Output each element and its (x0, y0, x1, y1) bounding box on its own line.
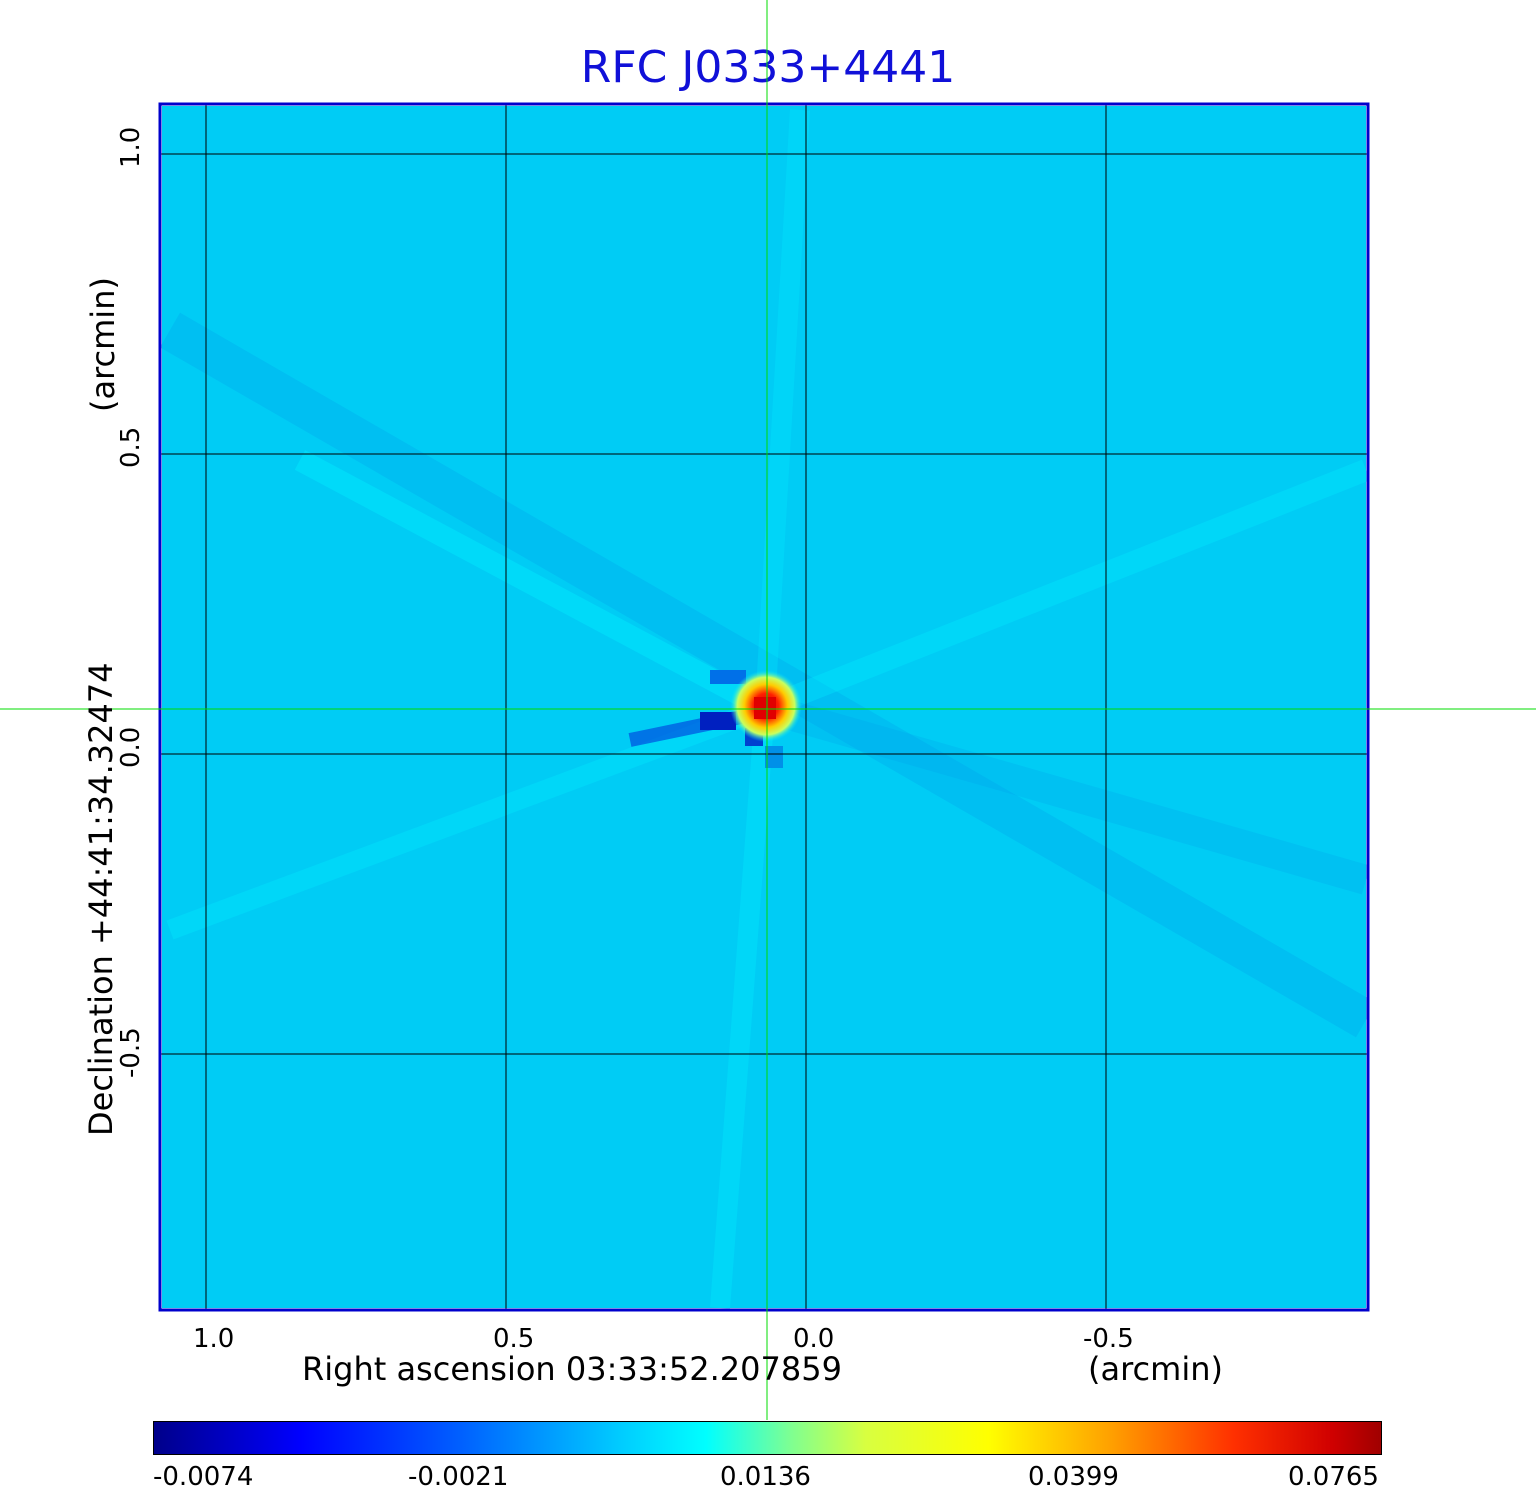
colorbar-tick: -0.0074 (153, 1462, 254, 1492)
x-tick-label: -0.5 (1083, 1324, 1134, 1354)
x-tick-label: 0.5 (493, 1324, 535, 1354)
y-tick-label: 0.5 (116, 426, 146, 468)
y-axis-label: Declination +44:41:34.32474 (82, 662, 120, 1136)
coordinate-grid (160, 104, 1368, 1310)
colorbar-tick: 0.0399 (1028, 1462, 1119, 1492)
colorbar-tick: 0.0765 (1288, 1462, 1379, 1492)
x-tick-label: 0.0 (793, 1324, 835, 1354)
y-axis-unit: (arcmin) (84, 277, 122, 412)
sidelobe-streaks (160, 109, 1368, 1309)
y-tick-label: -0.5 (116, 1027, 146, 1078)
image-title: RFC J0333+4441 (580, 42, 956, 93)
colorbar (153, 1421, 1382, 1455)
colorbar-tick: 0.0136 (720, 1462, 811, 1492)
x-axis-label: Right ascension 03:33:52.207859 (302, 1350, 842, 1388)
y-tick-label: 0.0 (116, 726, 146, 768)
radio-map (0, 0, 1536, 1420)
image-frame (158, 102, 1370, 1312)
colorbar-tick: -0.0021 (408, 1462, 509, 1492)
y-tick-label: 1.0 (116, 126, 146, 168)
x-tick-label: 1.0 (193, 1324, 235, 1354)
x-axis-unit: (arcmin) (1088, 1350, 1223, 1388)
